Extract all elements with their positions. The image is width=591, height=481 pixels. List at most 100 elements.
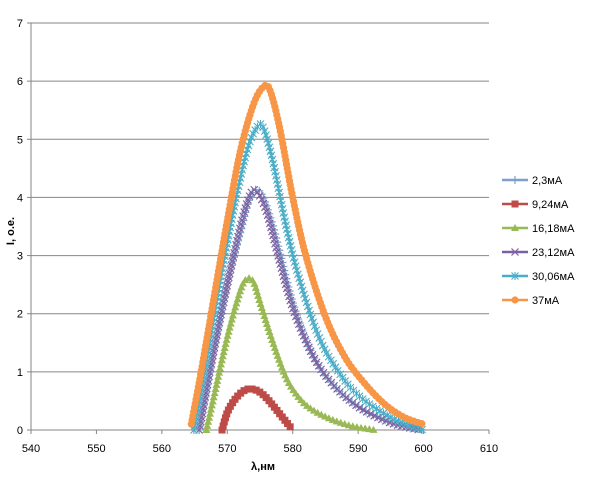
x-tick-label: 560 (153, 443, 171, 455)
data-point (286, 423, 294, 431)
legend-marker (511, 176, 519, 184)
data-point (206, 409, 215, 417)
data-point (245, 192, 254, 201)
data-point (366, 410, 375, 418)
legend-label: 37мА (532, 295, 560, 307)
data-point (348, 398, 357, 407)
series-2 (218, 385, 294, 434)
data-point (241, 208, 250, 217)
data-point (228, 311, 237, 319)
legend-label: 9,24мА (532, 199, 569, 211)
data-point (237, 224, 246, 233)
data-point (235, 232, 244, 241)
data-point (259, 307, 268, 315)
data-point (203, 421, 212, 429)
data-point (231, 303, 240, 311)
data-point (234, 291, 243, 299)
data-point (222, 335, 231, 343)
x-tick-label: 550 (87, 443, 105, 455)
data-point (209, 393, 218, 401)
data-point (226, 402, 234, 410)
data-point (224, 406, 232, 414)
data-point (212, 380, 221, 388)
legend-marker (511, 200, 519, 208)
data-point (226, 319, 235, 327)
gridlines (31, 22, 489, 373)
data-point (204, 417, 213, 425)
data-point (370, 411, 379, 420)
data-point (206, 405, 215, 413)
data-point (221, 414, 229, 422)
legend: 2,3мА 9,24мА 16,18мА 23,12мА 30,06мА 37мА (502, 175, 575, 307)
data-point (248, 385, 256, 393)
data-point (312, 358, 321, 367)
x-tick-label: 570 (218, 443, 236, 455)
data-point (244, 385, 252, 393)
data-point (216, 360, 225, 368)
data-point (374, 413, 382, 422)
y-tick-label: 3 (17, 251, 23, 263)
data-point (220, 418, 228, 426)
legend-item: 9,24мА (502, 199, 569, 211)
data-point (217, 356, 226, 364)
data-point (301, 335, 310, 344)
data-point (237, 283, 246, 291)
series-6 (187, 81, 426, 428)
data-point (314, 361, 323, 370)
data-point (216, 364, 225, 372)
legend-marker (511, 248, 519, 256)
data-point (254, 291, 263, 299)
x-tick-label: 610 (480, 443, 498, 455)
x-tick-label: 600 (414, 443, 432, 455)
y-tick-label: 1 (17, 367, 23, 379)
data-point (379, 409, 388, 418)
y-tick-label: 7 (17, 18, 23, 30)
data-point (240, 387, 248, 395)
data-point (211, 385, 220, 393)
data-point (260, 311, 269, 319)
data-point (368, 402, 377, 411)
y-axis-title: I, о.е. (5, 217, 17, 245)
x-tick-label: 590 (349, 443, 367, 455)
data-point (240, 212, 249, 221)
legend-label: 30,06мА (532, 271, 575, 283)
data-point (218, 426, 226, 434)
legend-marker (511, 224, 519, 231)
legend-label: 2,3мА (532, 175, 563, 187)
data-point (304, 343, 313, 352)
data-point (221, 339, 230, 347)
data-point (383, 411, 392, 420)
data-point (299, 331, 308, 340)
data-point (213, 376, 222, 384)
y-tick-label: 6 (17, 76, 23, 88)
data-point (215, 368, 224, 376)
data-point (255, 295, 264, 303)
y-tick-label: 4 (17, 192, 23, 204)
x-axis-title: λ,нм (251, 461, 275, 473)
data-point (303, 339, 312, 348)
data-point (359, 405, 368, 414)
data-point (352, 401, 360, 410)
data-point (238, 220, 247, 229)
data-point (210, 389, 219, 397)
data-point (256, 299, 265, 307)
data-point (319, 368, 328, 377)
data-point (207, 401, 216, 409)
data-point (214, 372, 223, 380)
data-point (219, 422, 227, 430)
tick-labels: 0 1 2 3 4 5 6 7 540 550 560 570 580 590 600 610 (17, 18, 498, 455)
data-point (239, 216, 248, 225)
legend-item: 16,18мА (502, 223, 575, 235)
data-point (262, 319, 271, 327)
data-point (208, 397, 217, 405)
data-point (218, 352, 227, 360)
data-point (241, 275, 250, 283)
data-point (362, 397, 370, 406)
legend-label: 16,18мА (532, 223, 575, 235)
data-point (251, 283, 260, 291)
data-point (232, 299, 241, 307)
data-point (372, 404, 381, 413)
data-point (365, 400, 374, 409)
